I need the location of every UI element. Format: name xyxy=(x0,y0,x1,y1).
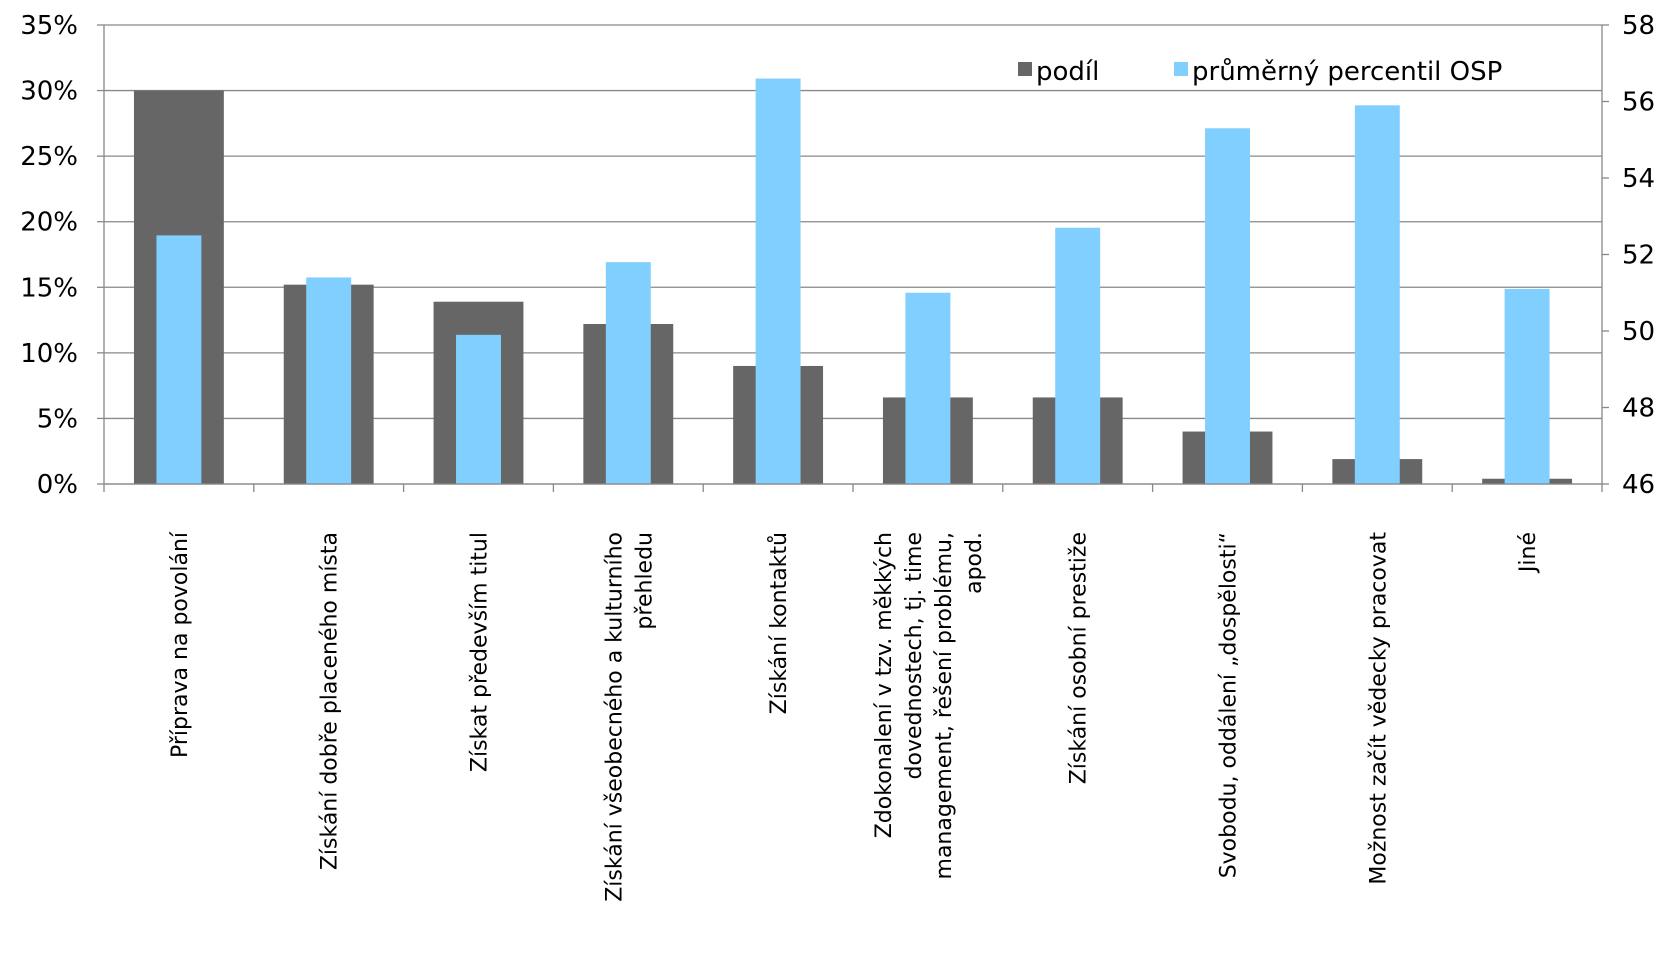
bars xyxy=(133,78,1573,485)
bar-percentil xyxy=(905,292,951,484)
right-tick-label: 50 xyxy=(1622,317,1655,347)
bar-percentil xyxy=(306,277,352,484)
legend-label: podíl xyxy=(1036,57,1099,87)
category-label-line: Jiné xyxy=(1516,532,1541,574)
category-label-line: Získání všeobecného a kulturního xyxy=(602,532,627,902)
left-tick-label: 20% xyxy=(20,208,78,238)
category-label-line: přehledu xyxy=(632,532,657,630)
left-tick-label: 35% xyxy=(20,11,78,41)
bar-percentil xyxy=(755,78,801,485)
bar-percentil xyxy=(156,235,202,484)
category-label: Příprava na povolání xyxy=(168,531,193,758)
category-label: Zdokonalení v tzv. měkkých dovednostech, … xyxy=(872,532,987,879)
left-tick-label: 0% xyxy=(37,470,78,500)
bar-percentil xyxy=(605,262,651,484)
right-tick-label: 56 xyxy=(1622,88,1655,118)
bar-percentil xyxy=(1354,105,1400,484)
category-label: Získání dobře placeného místa xyxy=(318,532,343,870)
category-label: Získání všeobecného a kulturního přehledu xyxy=(602,532,657,902)
left-tick-label: 30% xyxy=(20,77,78,107)
category-label-line: Zdokonalení v tzv. měkkých xyxy=(872,532,897,838)
axes: 0% 5% 10% 15% 20% 25% 30% 35% 46 48 50 52 54 56 58 xyxy=(20,11,1655,500)
legend-swatch xyxy=(1018,62,1032,76)
category-label-line: apod. xyxy=(962,532,987,594)
category-label: Získání kontaktů xyxy=(767,532,792,714)
left-tick-label: 10% xyxy=(20,339,78,369)
left-tick-label: 15% xyxy=(20,273,78,303)
legend-label: průměrný percentil OSP xyxy=(1192,57,1502,87)
category-label: Jiné xyxy=(1516,532,1541,574)
category-label-line: Možnost začít vědecky pracovat xyxy=(1366,532,1391,885)
category-label: Získat především titul xyxy=(468,532,493,772)
left-tick-label: 5% xyxy=(37,404,78,434)
category-label-line: Získat především titul xyxy=(468,532,493,772)
bar-percentil xyxy=(1055,227,1101,484)
bar-percentil xyxy=(456,334,501,484)
bar-percentil xyxy=(1205,128,1250,484)
category-label-line: dovednostech, tj. time xyxy=(902,532,927,779)
legend-swatch xyxy=(1174,62,1188,76)
category-label: Získání osobní prestiže xyxy=(1067,532,1092,784)
right-tick-label: 48 xyxy=(1622,394,1655,424)
right-tick-label: 54 xyxy=(1622,164,1655,194)
right-tick-label: 58 xyxy=(1622,11,1655,41)
category-label-line: Svobodu, oddálení „dospělosti“ xyxy=(1217,532,1242,878)
category-label-line: management, řešení problému, xyxy=(932,532,957,879)
right-tick-label: 46 xyxy=(1622,470,1655,500)
right-tick-label: 52 xyxy=(1622,241,1655,271)
category-label-line: Získání kontaktů xyxy=(767,532,792,714)
bar-percentil xyxy=(1504,288,1550,484)
category-label-line: Příprava na povolání xyxy=(168,531,193,758)
category-label: Možnost začít vědecky pracovat xyxy=(1366,532,1391,885)
category-label-line: Získání osobní prestiže xyxy=(1067,532,1092,784)
legend: podíl průměrný percentil OSP xyxy=(1018,57,1502,87)
category-labels: Příprava na povolání Získání dobře placen… xyxy=(168,531,1541,902)
category-label: Svobodu, oddálení „dospělosti“ xyxy=(1217,532,1242,878)
category-label-line: Získání dobře placeného místa xyxy=(318,532,343,870)
left-tick-label: 25% xyxy=(20,142,78,172)
